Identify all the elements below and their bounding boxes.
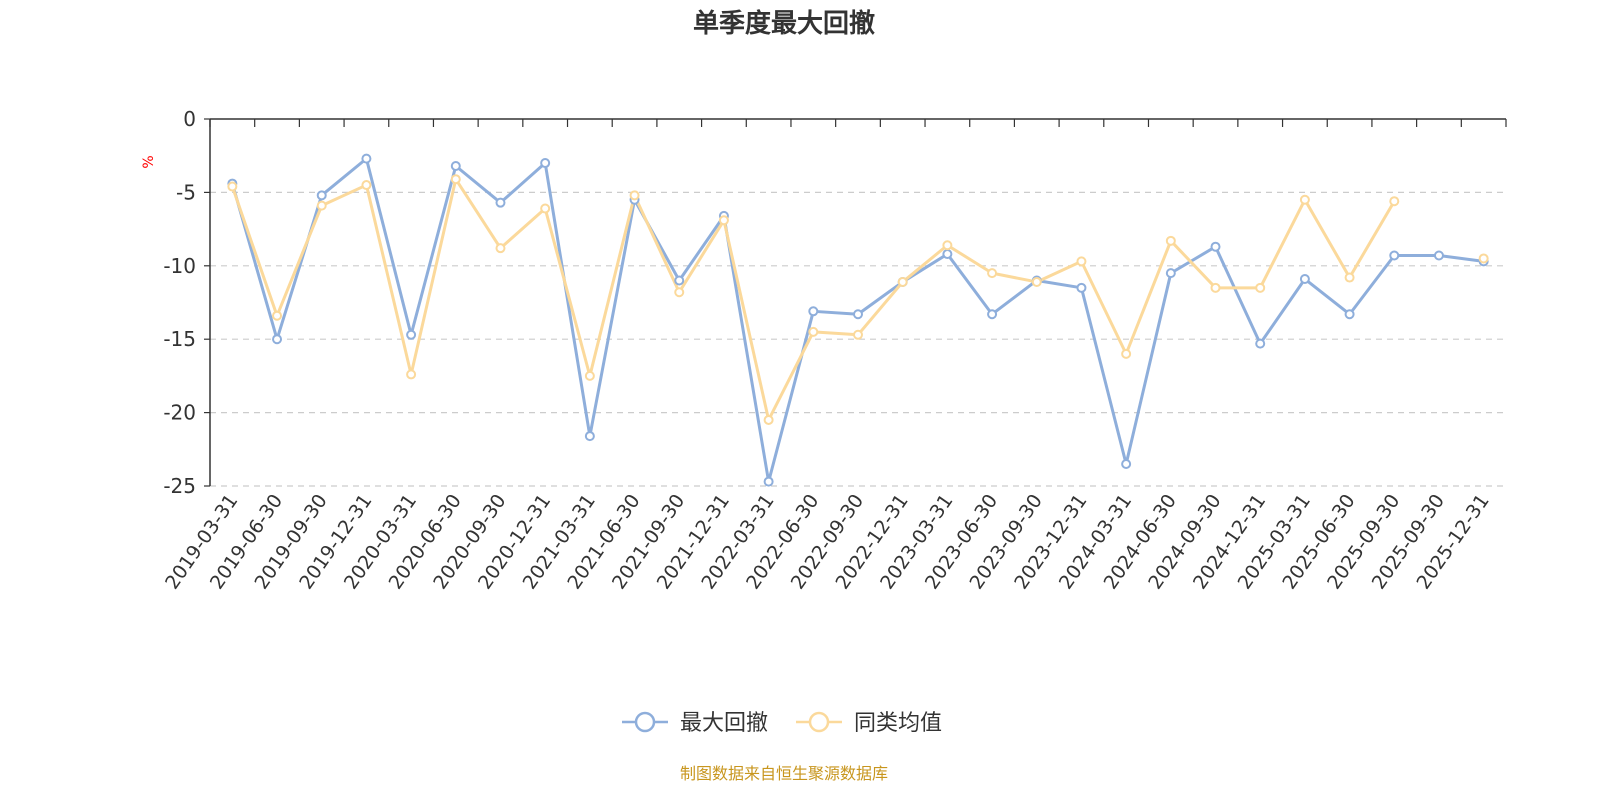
data-point-series-0[interactable] (584, 431, 595, 442)
data-point-series-0[interactable] (1344, 309, 1355, 320)
y-tick-label: -15 (163, 327, 196, 351)
data-point-series-0[interactable] (361, 153, 372, 164)
y-tick-labels: 0 -5 -10 -15 -20 -25 (163, 107, 196, 498)
data-point-series-0[interactable] (1433, 250, 1444, 261)
data-point-series-1[interactable] (227, 181, 238, 192)
data-source-note: 制图数据来自恒生聚源数据库 (680, 764, 888, 783)
data-point-series-0[interactable] (1165, 268, 1176, 279)
data-point-series-1[interactable] (406, 369, 417, 380)
data-point-series-1[interactable] (1031, 276, 1042, 287)
data-point-series-0[interactable] (1210, 241, 1221, 252)
data-point-series-1[interactable] (897, 276, 908, 287)
data-point-series-1[interactable] (763, 414, 774, 425)
data-point-series-1[interactable] (853, 329, 863, 340)
y-tick-label: 0 (183, 107, 196, 131)
data-point-series-0[interactable] (853, 309, 863, 320)
data-point-series-0[interactable] (942, 249, 953, 260)
data-point-series-1[interactable] (495, 243, 506, 254)
data-point-series-0[interactable] (540, 158, 551, 169)
series-lines (230, 157, 1486, 484)
data-point-series-1[interactable] (808, 326, 819, 337)
data-point-series-0[interactable] (450, 160, 461, 171)
data-point-series-1[interactable] (1121, 348, 1132, 359)
data-point-series-0[interactable] (316, 190, 327, 201)
y-tick-label: -25 (163, 474, 196, 498)
data-point-series-1[interactable] (450, 174, 461, 185)
data-point-series-0[interactable] (495, 197, 506, 208)
y-tick-label: -20 (163, 401, 196, 425)
data-point-series-1[interactable] (1076, 256, 1087, 267)
data-point-series-1[interactable] (718, 215, 729, 226)
data-point-series-1[interactable] (1478, 253, 1489, 264)
data-point-series-1[interactable] (361, 180, 372, 191)
x-tick-labels: 2019-03-312019-06-302019-09-302019-12-31… (161, 490, 1494, 593)
data-point-series-0[interactable] (763, 476, 774, 487)
data-point-series-1[interactable] (674, 287, 685, 298)
data-point-series-0[interactable] (808, 306, 819, 317)
legend-marker-peer-average (808, 711, 830, 733)
data-point-series-1[interactable] (584, 370, 595, 381)
data-point-series-1[interactable] (987, 268, 998, 279)
y-tick-label: -10 (163, 254, 196, 278)
series-points (227, 153, 1489, 487)
legend-item-peer-average[interactable]: 同类均值 (796, 711, 942, 736)
y-axis-unit: % (141, 155, 157, 168)
data-point-series-1[interactable] (540, 203, 551, 214)
chart-title: 单季度最大回撤 (693, 8, 875, 39)
data-point-series-0[interactable] (1121, 458, 1132, 469)
series-line-0 (230, 157, 1486, 484)
grid-lines (210, 191, 1506, 487)
data-point-series-1[interactable] (316, 200, 327, 211)
legend-label-max-drawdown: 最大回撤 (680, 711, 768, 736)
data-point-series-1[interactable] (1165, 235, 1176, 246)
data-point-series-0[interactable] (987, 309, 998, 320)
data-point-series-1[interactable] (1299, 194, 1310, 205)
data-point-series-0[interactable] (1076, 282, 1087, 293)
data-point-series-0[interactable] (1255, 338, 1266, 349)
data-point-series-0[interactable] (406, 329, 417, 340)
data-point-series-1[interactable] (1210, 282, 1221, 293)
data-point-series-1[interactable] (629, 190, 640, 201)
legend: 最大回撤 同类均值 (622, 711, 942, 736)
legend-label-peer-average: 同类均值 (854, 711, 942, 736)
data-point-series-1[interactable] (272, 310, 283, 321)
data-point-series-0[interactable] (1299, 274, 1310, 285)
data-point-series-0[interactable] (674, 275, 685, 286)
y-tick-label: -5 (176, 180, 196, 204)
data-point-series-1[interactable] (942, 240, 953, 251)
data-point-series-1[interactable] (1344, 272, 1355, 283)
legend-marker-max-drawdown (634, 711, 656, 733)
legend-item-max-drawdown[interactable]: 最大回撤 (622, 711, 768, 736)
data-point-series-0[interactable] (1389, 250, 1400, 261)
data-point-series-1[interactable] (1389, 196, 1400, 207)
data-point-series-0[interactable] (272, 334, 283, 345)
data-point-series-1[interactable] (1255, 282, 1266, 293)
axes (204, 118, 1507, 487)
